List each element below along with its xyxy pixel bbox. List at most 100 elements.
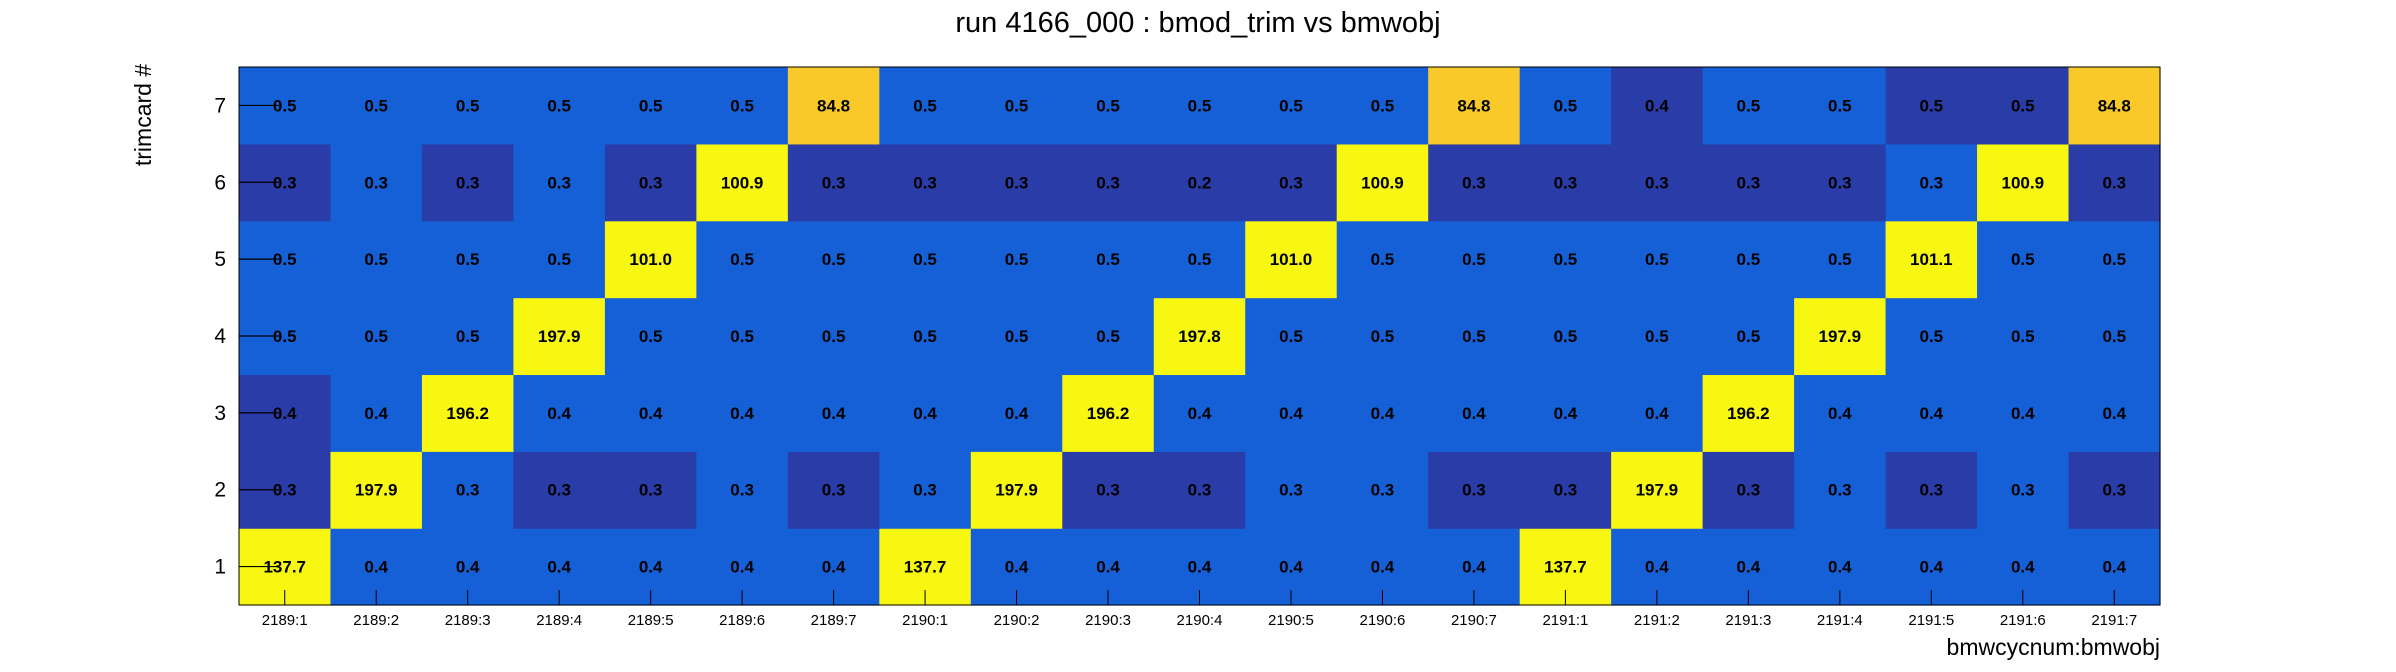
cell-value-label: 0.3 [913,481,937,500]
cell-value-label: 0.4 [364,404,388,423]
heatmap-cell [513,451,606,529]
heatmap-cell [2068,297,2161,376]
cell-value-label: 0.3 [1554,173,1578,192]
cell-value-label: 0.4 [1096,558,1120,577]
cell-value-label: 0.5 [639,96,663,115]
heatmap-cell [1885,374,1978,452]
heatmap-cell [330,451,423,529]
cell-value-label: 0.5 [1371,250,1395,269]
heatmap-cell [1977,67,2070,145]
heatmap-cell [1153,143,1246,222]
x-axis-title: bmwcycnum:bmwobj [1947,634,2160,660]
heatmap-cell [1794,451,1887,529]
cell-value-label: 0.4 [822,558,846,577]
cell-value-label: 0.5 [1737,96,1761,115]
y-tick-label: 7 [214,94,226,117]
cell-value-label: 0.5 [1188,250,1212,269]
cell-value-label: 197.8 [1178,327,1221,346]
heatmap-cell [970,143,1063,222]
cell-value-label: 0.5 [1005,96,1029,115]
cell-value-label: 0.4 [1462,558,1486,577]
heatmap-cell [1794,67,1887,145]
cell-value-label: 84.8 [817,96,850,115]
cell-value-label: 0.5 [1462,250,1486,269]
cell-value-label: 196.2 [1087,404,1130,423]
cell-value-label: 197.9 [355,481,398,500]
heatmap-cell [1611,143,1704,222]
heatmap-cell [1153,297,1246,376]
cell-value-label: 0.5 [1645,327,1669,346]
cell-value-label: 0.3 [639,173,663,192]
cell-labels: 137.7 0.4 0.4 0.4 0.4 0.4 0.4 137.7 0.4 0.4 0.4 0.4… [263,96,2130,576]
y-axis-title: trimcard # [130,64,156,166]
cell-value-label: 0.4 [1828,558,1852,577]
cell-value-label: 0.5 [1279,327,1303,346]
heatmap-cell [421,451,515,529]
cell-value-label: 100.9 [721,173,764,192]
heatmap-cell [1977,220,2070,299]
cell-value-label: 0.3 [1828,481,1852,500]
cell-value-label: 0.5 [822,250,846,269]
x-tick-label: 2191:2 [1634,612,1680,629]
cell-value-label: 196.2 [1727,404,1770,423]
cell-value-label: 0.3 [1096,481,1120,500]
x-tick-label: 2189:4 [536,612,582,629]
cell-value-label: 0.5 [913,250,937,269]
x-tick-label: 2191:1 [1542,612,1588,629]
y-tick-label: 3 [214,402,226,425]
cell-value-label: 0.4 [730,558,754,577]
heatmap-cell [1794,374,1887,452]
cell-value-label: 0.4 [273,404,297,423]
heatmap-cell [1062,143,1155,222]
cell-value-label: 0.5 [364,96,388,115]
cell-value-label: 0.4 [547,404,571,423]
heatmap-cell [1702,297,1795,376]
heatmap-cell [330,297,423,376]
cell-value-label: 0.3 [273,481,297,500]
x-tick-label: 2191:7 [2091,612,2137,629]
cell-value-label: 0.4 [1371,404,1395,423]
cell-value-label: 0.5 [2011,327,2035,346]
cell-value-label: 0.5 [1554,250,1578,269]
heatmap-cell [970,451,1063,529]
heatmap-cell [1519,451,1612,529]
cell-value-label: 0.4 [1919,404,1943,423]
heatmap-cell [696,143,789,222]
cell-value-label: 0.5 [1005,250,1029,269]
cell-value-label: 0.5 [547,96,571,115]
x-tick-label: 2191:5 [1908,612,1954,629]
heatmap-cell [1702,374,1795,452]
heatmap-cell [1519,220,1612,299]
x-tick-label: 2191:3 [1725,612,1771,629]
cell-value-label: 0.4 [1371,558,1395,577]
heatmap-cell [330,220,423,299]
heatmap-cell [1702,220,1795,299]
cell-value-label: 0.5 [1096,327,1120,346]
heatmap-cell [1519,297,1612,376]
cell-value-label: 0.4 [1645,558,1669,577]
heatmap-cell [1519,374,1612,452]
y-tick-label: 1 [214,556,226,579]
heatmap-cell [604,67,697,145]
heatmap-cell [330,374,423,452]
heatmap-cell [1611,297,1704,376]
heatmap-cell [1611,67,1704,145]
cell-value-label: 0.3 [1737,173,1761,192]
heatmap-cell [1245,374,1338,452]
heatmap-cell [1428,451,1521,529]
cell-value-label: 0.4 [2102,404,2126,423]
cell-value-label: 0.5 [1554,96,1578,115]
heatmap-cell [1062,451,1155,529]
cell-value-label: 0.5 [2102,250,2126,269]
cell-value-label: 0.3 [1279,481,1303,500]
heatmap-cell [1885,143,1978,222]
y-tick-label: 2 [214,479,226,502]
heatmap-cell [1336,451,1429,529]
cell-value-label: 0.5 [1096,250,1120,269]
cell-value-label: 0.4 [1462,404,1486,423]
heatmap-cell [1336,374,1429,452]
cell-value-label: 0.4 [1005,558,1029,577]
cell-value-label: 0.5 [1279,96,1303,115]
heatmap-cell [1702,451,1795,529]
